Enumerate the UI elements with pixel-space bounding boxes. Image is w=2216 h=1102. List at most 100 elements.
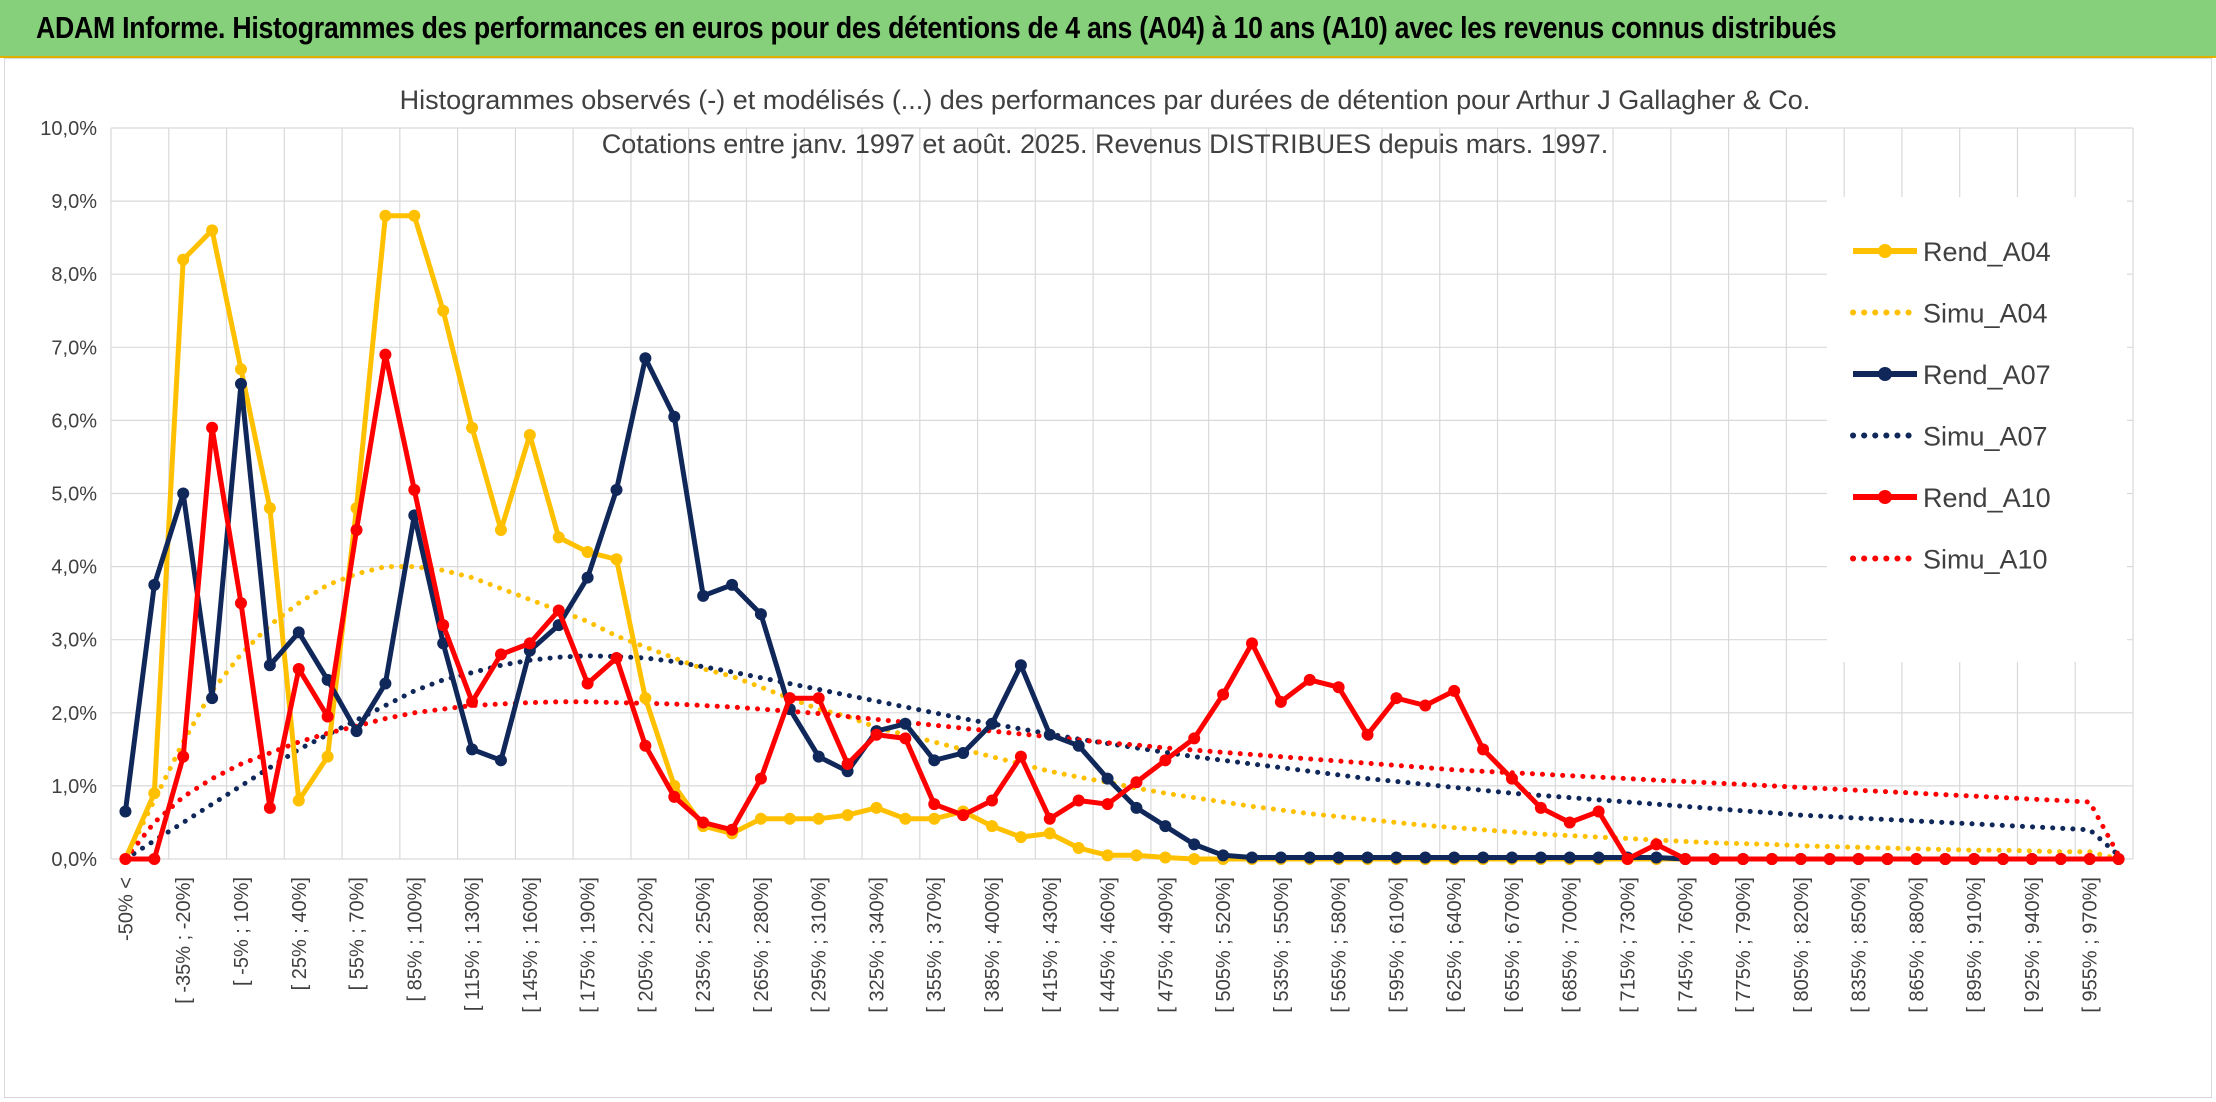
legend-label: Rend_A07 [1923,360,2051,390]
data-point [754,812,767,825]
y-tick-label: 4,0% [51,557,97,579]
data-point [1101,772,1114,785]
data-point [350,524,363,537]
data-point [581,545,594,558]
data-point [1794,853,1807,865]
data-point [206,224,219,237]
data-point [1419,699,1432,712]
x-tick-label: [ 625% ; 640%] [1444,877,1466,1013]
data-point [1130,849,1143,862]
x-tick-label: [ 745% ; 760%] [1675,877,1697,1013]
data-point [986,820,999,833]
data-point [1217,688,1230,701]
data-point [928,798,941,811]
legend-item-Rend_A07: Rend_A07 [1853,360,2051,390]
data-point [1737,853,1750,865]
x-tick-label: [ 175% ; 190%] [578,877,600,1013]
data-point [466,421,479,434]
data-point [1043,812,1056,825]
data-point [639,692,652,705]
series-Simu_A04 [122,564,2122,862]
data-point [523,637,536,650]
x-tick-label: [ 265% ; 280%] [751,877,773,1013]
x-tick-label: [ 805% ; 820%] [1791,877,1813,1013]
legend-marker [1878,367,1892,381]
legend: Rend_A04 Simu_A04 Rend_A07 Simu_A07 Rend_A10… [1827,197,2127,662]
data-point [1159,754,1172,767]
y-tick-label: 9,0% [51,191,97,213]
x-tick-label: [ 895% ; 910%] [1964,877,1986,1013]
data-point [379,677,392,690]
data-point [1621,853,1634,865]
y-axis: 0,0% 1,0% 2,0% 3,0% 4,0% 5,0% 6,0% 7,0% 8,0% 9,0%… [40,118,97,871]
x-tick-label: [ 655% ; 670%] [1502,877,1524,1013]
legend-item-Simu_A10: Simu_A10 [1850,545,2048,575]
data-point [1448,684,1461,697]
data-point [928,812,941,825]
y-tick-label: 8,0% [51,264,97,286]
y-tick-label: 5,0% [51,484,97,506]
data-point [1679,853,1692,865]
x-tick-label: [ 925% ; 940%] [2022,877,2044,1013]
data-point [408,483,421,496]
series [119,209,2125,865]
data-point [263,502,276,515]
x-tick-label: [ 325% ; 340%] [866,877,888,1013]
y-tick-label: 3,0% [51,630,97,652]
y-tick-label: 0,0% [51,849,97,871]
data-point [523,429,536,442]
x-tick-label: [ 475% ; 490%] [1155,877,1177,1013]
data-point [1765,853,1778,865]
data-point [841,809,854,822]
data-point [1592,851,1605,864]
data-point [1708,853,1721,865]
data-point [2112,853,2125,865]
data-point [1852,853,1865,865]
legend-label: Simu_A04 [1923,299,2048,329]
data-point [899,812,912,825]
legend-label: Rend_A10 [1923,483,2051,513]
data-point [697,589,710,602]
data-point [1159,851,1172,864]
data-point [148,787,161,800]
x-tick-label: [ 565% ; 580%] [1329,877,1351,1013]
data-point [2083,853,2096,865]
data-point [1997,853,2010,865]
series-Simu_A10 [122,699,2122,862]
data-point [177,487,190,500]
x-tick-label: [ 535% ; 550%] [1271,877,1293,1013]
data-point [1130,776,1143,789]
data-point [119,853,132,865]
data-point [437,304,450,317]
data-point [1968,853,1981,865]
data-point [899,732,912,745]
data-point [234,363,247,376]
data-point [581,677,594,690]
series-Rend_A10 [119,348,2125,865]
data-point [552,604,565,617]
data-point [1332,851,1345,864]
data-point [1159,820,1172,833]
x-tick-label: [ 835% ; 850%] [1849,877,1871,1013]
x-tick-label: [ 385% ; 400%] [982,877,1004,1013]
x-tick-label: [ 445% ; 460%] [1098,877,1120,1013]
data-point [783,692,796,705]
data-point [870,801,883,814]
data-point [1072,739,1085,752]
data-point [263,801,276,814]
data-point [1014,659,1027,672]
data-point [437,619,450,632]
data-point [1939,853,1952,865]
data-point [1505,851,1518,864]
series-Simu_A07 [122,653,2122,862]
data-point [899,717,912,730]
x-tick-label: [ 865% ; 880%] [1906,877,1928,1013]
series-line-Simu_A10 [122,699,2122,862]
data-point [350,725,363,738]
data-point [1419,851,1432,864]
data-point [1274,695,1287,708]
x-tick-label: [ 355% ; 370%] [924,877,946,1013]
x-tick-label: [ 205% ; 220%] [635,877,657,1013]
data-point [1101,798,1114,811]
legend-box [1827,197,2127,662]
